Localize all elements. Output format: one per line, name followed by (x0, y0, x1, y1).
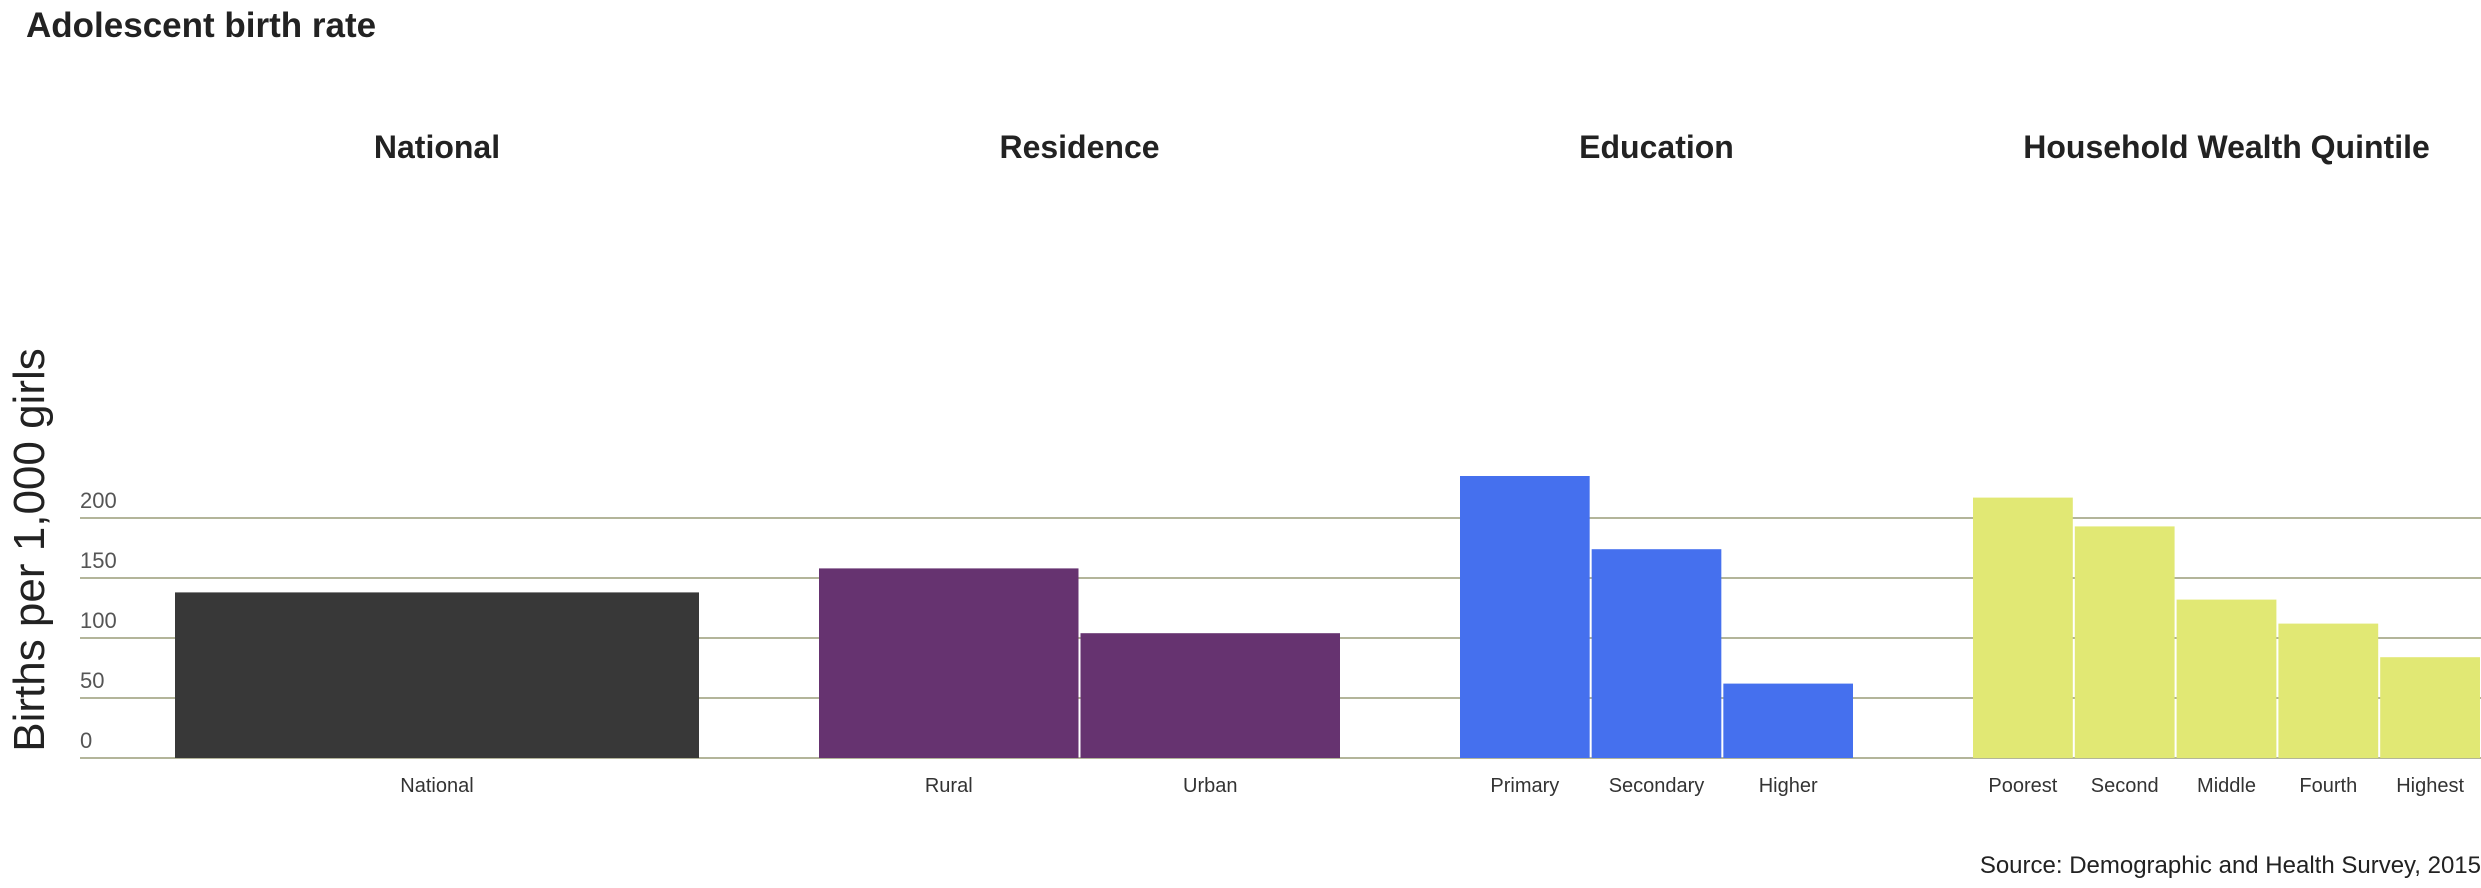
bar-fourth (2278, 623, 2379, 758)
bar-urban (1080, 633, 1340, 758)
x-tick-label: Rural (925, 775, 973, 797)
panel-title: National (374, 129, 500, 165)
x-tick-label: Middle (2197, 775, 2256, 797)
bar-second (2074, 526, 2175, 758)
x-tick-label: National (400, 775, 473, 797)
bar-rural (819, 568, 1079, 758)
bar-highest (2380, 657, 2480, 758)
labels: 0 50 100 150 200 Births per 1,000 girls Nation… (5, 129, 2464, 797)
bar-higher (1723, 683, 1853, 758)
panel-title: Education (1579, 129, 1734, 165)
bars (175, 476, 2480, 758)
x-tick-label: Secondary (1609, 775, 1705, 797)
x-tick-label: Urban (1183, 775, 1237, 797)
x-tick-label: Fourth (2299, 775, 2357, 797)
bar-middle (2176, 599, 2277, 758)
y-tick-label: 0 (80, 728, 92, 753)
y-tick-label: 50 (80, 668, 104, 693)
bar-secondary (1591, 549, 1722, 758)
bar-national (175, 592, 699, 758)
bar-poorest (1973, 497, 2073, 758)
panel-title: Residence (999, 129, 1159, 165)
x-tick-label: Poorest (1988, 775, 2057, 797)
y-tick-label: 200 (80, 488, 117, 513)
panel-title: Household Wealth Quintile (2023, 129, 2430, 165)
x-tick-label: Higher (1759, 775, 1818, 797)
chart-title: Adolescent birth rate (26, 6, 377, 45)
x-tick-label: Highest (2396, 775, 2464, 797)
x-tick-label: Primary (1490, 775, 1559, 797)
y-tick-label: 150 (80, 548, 117, 573)
y-tick-label: 100 (80, 608, 117, 633)
y-axis-label: Births per 1,000 girls (5, 348, 54, 752)
bar-primary (1460, 476, 1590, 758)
x-tick-label: Second (2091, 775, 2159, 797)
source-note: Source: Demographic and Health Survey, 2… (1979, 852, 2481, 879)
